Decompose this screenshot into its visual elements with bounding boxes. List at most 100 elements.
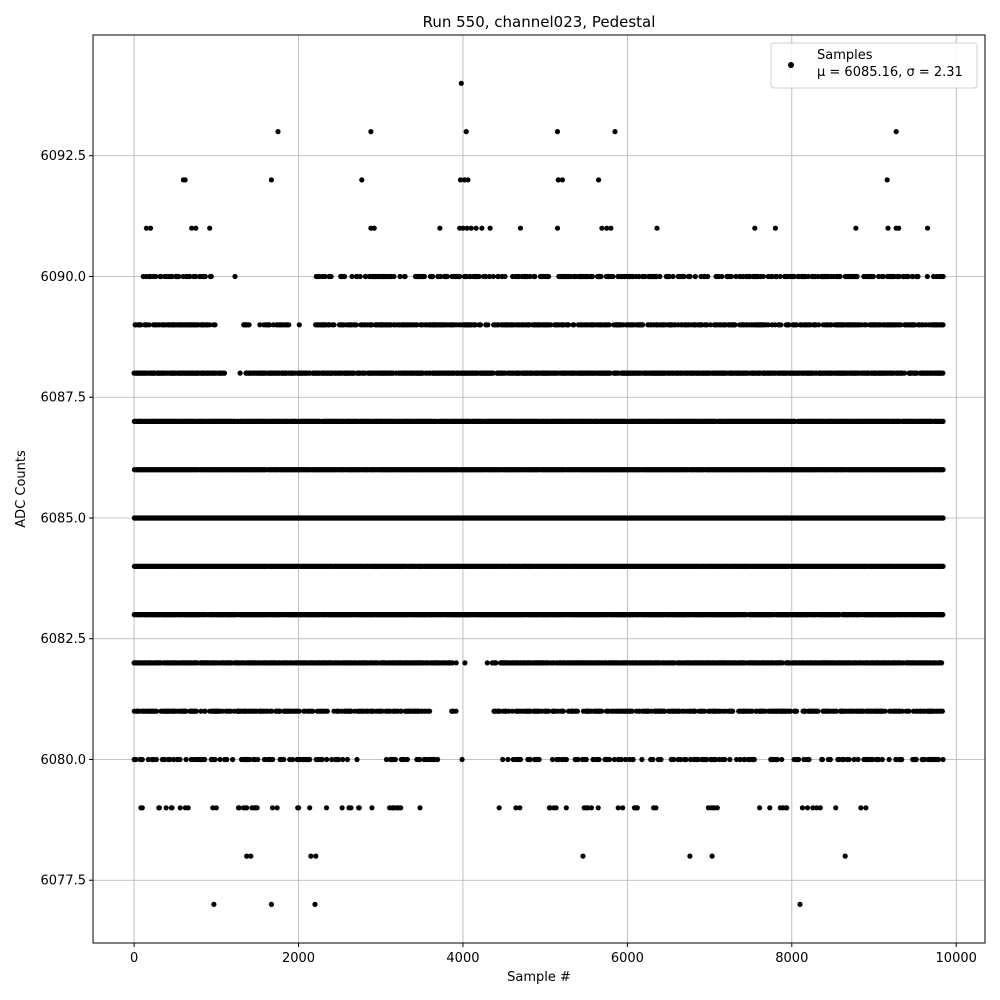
data-point: [598, 273, 604, 280]
data-point: [704, 322, 710, 328]
data-point: [786, 322, 792, 328]
data-point: [438, 273, 444, 280]
data-point: [212, 322, 218, 328]
data-point: [391, 273, 397, 280]
data-point: [495, 273, 501, 280]
data-point: [472, 322, 478, 328]
data-point: [636, 273, 642, 280]
data-point: [565, 322, 572, 328]
data-point: [353, 322, 359, 328]
data-point: [705, 273, 711, 280]
data-point: [483, 273, 489, 280]
data-point: [732, 322, 738, 328]
data-point: [331, 322, 337, 328]
data-point: [728, 273, 734, 280]
data-point: [910, 273, 916, 280]
data-point: [246, 322, 252, 328]
data-point: [545, 273, 552, 280]
data-points: [131, 80, 946, 908]
data-point: [342, 273, 348, 280]
data-point: [924, 273, 931, 280]
data-point: [940, 515, 946, 521]
data-point: [363, 273, 369, 280]
data-point: [606, 322, 612, 328]
data-point: [915, 273, 921, 280]
data-point: [733, 273, 739, 280]
data-point: [485, 322, 491, 328]
data-point: [478, 322, 484, 328]
data-point: [158, 273, 164, 280]
data-point: [476, 273, 482, 280]
data-point: [322, 273, 328, 280]
data-point: [777, 273, 783, 280]
data-point: [837, 273, 843, 280]
data-point: [457, 273, 463, 280]
data-point: [687, 273, 693, 280]
data-point: [610, 273, 616, 280]
data-point: [666, 273, 672, 280]
data-point: [670, 273, 676, 280]
data-point: [176, 273, 182, 280]
data-point: [357, 273, 363, 280]
data-point: [153, 273, 159, 280]
data-point: [719, 273, 725, 280]
data-point: [880, 273, 886, 280]
data-point: [816, 322, 822, 328]
data-point: [571, 322, 577, 328]
data-point: [208, 273, 214, 280]
data-point: [486, 273, 492, 280]
data-point: [237, 370, 243, 376]
data-point: [863, 322, 869, 328]
data-point: [232, 273, 238, 280]
data-point: [681, 273, 687, 280]
data-point: [414, 322, 420, 328]
data-point: [430, 273, 436, 280]
chart-title: Run 550, channel023, Pedestal: [423, 13, 656, 31]
data-point: [146, 322, 152, 328]
data-point: [657, 273, 663, 280]
data-point: [898, 322, 904, 328]
data-point: [286, 322, 292, 328]
data-point: [202, 273, 208, 280]
data-point: [765, 322, 771, 328]
data-point: [187, 273, 193, 280]
data-point: [769, 273, 775, 280]
data-point: [138, 322, 144, 328]
data-point: [328, 273, 334, 280]
data-point: [940, 467, 946, 473]
data-point: [778, 322, 784, 328]
data-point: [421, 273, 427, 280]
data-point: [527, 273, 533, 280]
data-point: [502, 273, 508, 280]
data-point: [490, 273, 496, 280]
data-point: [640, 322, 646, 328]
data-point: [791, 273, 797, 280]
data-point: [794, 322, 800, 328]
data-point: [940, 418, 946, 424]
data-point: [589, 273, 596, 280]
data-point: [221, 370, 228, 376]
data-point: [805, 273, 811, 280]
data-point: [905, 273, 911, 280]
data-point: [402, 273, 408, 280]
data-point: [169, 273, 175, 280]
data-point: [548, 322, 554, 328]
data-point: [349, 273, 355, 280]
data-point: [774, 273, 780, 280]
data-point: [896, 273, 902, 280]
data-point: [901, 370, 908, 376]
data-point: [707, 322, 714, 328]
data-point: [296, 322, 302, 328]
data-point: [267, 322, 273, 328]
data-point: [532, 273, 538, 280]
data-point: [257, 322, 263, 328]
data-point: [772, 322, 778, 328]
data-point: [940, 273, 946, 280]
data-point: [940, 370, 946, 376]
data-point: [870, 273, 877, 280]
data-point: [397, 273, 403, 280]
data-point: [444, 273, 450, 280]
data-point: [193, 273, 199, 280]
data-point: [854, 273, 860, 280]
